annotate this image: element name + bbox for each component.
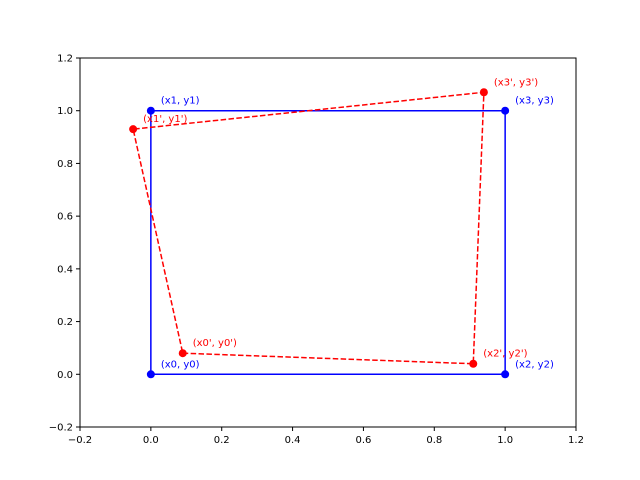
original-point-label: (x0, y0) [161, 359, 200, 370]
axes-frame [79, 57, 577, 428]
original-point-label: (x2, y2) [515, 359, 554, 370]
x-tick-label: 0.0 [143, 435, 159, 446]
y-tick-label: 1.2 [57, 54, 73, 65]
transformed-point [479, 88, 488, 97]
x-tick-label: 0.2 [214, 435, 230, 446]
transformed-point-label: (x3', y3') [494, 77, 538, 88]
transformed-point [129, 125, 138, 134]
y-tick-label: 0.8 [57, 159, 73, 170]
original-point-label: (x3, y3) [515, 96, 554, 107]
original-point-label: (x1, y1) [161, 96, 200, 107]
x-tick-label: 1.0 [497, 435, 513, 446]
x-tick-label: −0.2 [68, 435, 92, 446]
y-tick-label: −0.2 [49, 423, 73, 434]
original-point [146, 370, 155, 379]
transformed-point [469, 359, 478, 368]
original-point [501, 106, 510, 115]
y-tick-label: 0.6 [57, 212, 73, 223]
x-tick-label: 1.2 [568, 435, 584, 446]
transformed-point-label: (x0', y0') [193, 338, 237, 349]
x-tick-label: 0.6 [355, 435, 371, 446]
y-tick-label: 0.2 [57, 317, 73, 328]
transformed-point-label: (x1', y1') [143, 114, 187, 125]
transformed-point-label: (x2', y2') [483, 349, 527, 360]
y-tick-label: 0.4 [57, 264, 73, 275]
transformed-point [178, 349, 187, 358]
original-point [146, 106, 155, 115]
x-tick-label: 0.4 [285, 435, 301, 446]
y-tick-label: 1.0 [57, 106, 73, 117]
original-point [501, 370, 510, 379]
y-tick-label: 0.0 [57, 370, 73, 381]
x-tick-label: 0.8 [426, 435, 442, 446]
